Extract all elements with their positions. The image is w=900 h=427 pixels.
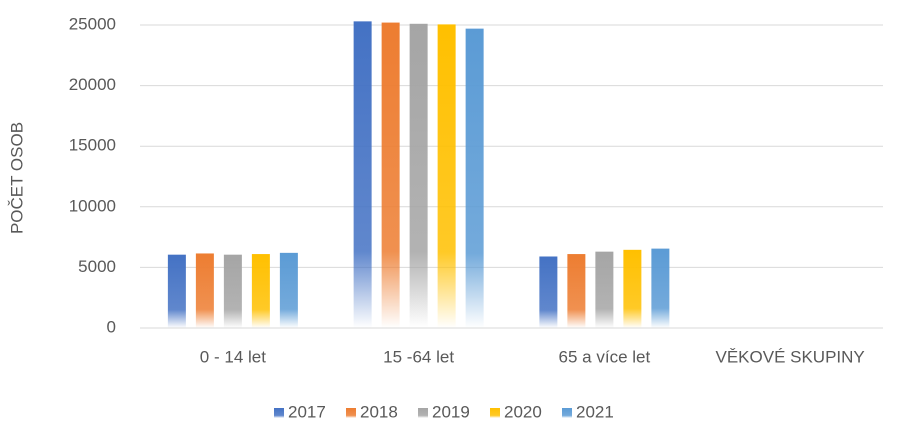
legend-label: 2017	[288, 402, 326, 421]
y-tick-label: 20000	[69, 75, 116, 94]
y-tick-label: 25000	[69, 14, 116, 33]
legend-label: 2019	[432, 402, 470, 421]
bar	[223, 254, 242, 328]
legend-label: 2021	[576, 402, 614, 421]
legend-swatch	[418, 408, 428, 418]
bar	[595, 251, 614, 328]
x-tick-label: 0 - 14 let	[200, 347, 266, 366]
legend-label: 2020	[504, 402, 542, 421]
y-tick-label: 0	[107, 317, 116, 336]
bar	[623, 249, 642, 328]
bar	[195, 253, 214, 328]
x-axis-label: VĚKOVÉ SKUPINY	[715, 347, 864, 366]
bar	[651, 248, 670, 328]
y-tick-label: 5000	[78, 257, 116, 276]
bar	[465, 28, 484, 329]
bar	[279, 252, 298, 328]
bar	[167, 254, 186, 328]
y-tick-label: 15000	[69, 136, 116, 155]
bar	[539, 256, 558, 328]
bar	[381, 22, 400, 329]
legend-swatch	[490, 408, 500, 418]
bar	[567, 254, 586, 328]
x-tick-label: 15 -64 let	[383, 347, 454, 366]
x-tick-label: 65 a více let	[559, 347, 651, 366]
y-axis-label: POČET OSOB	[7, 122, 26, 234]
bar	[437, 24, 456, 328]
bar	[353, 21, 372, 328]
y-tick-label: 10000	[69, 196, 116, 215]
legend-swatch	[274, 408, 284, 418]
legend-label: 2018	[360, 402, 398, 421]
bar	[409, 23, 428, 329]
bar	[251, 254, 270, 328]
legend-swatch	[346, 408, 356, 418]
legend-swatch	[562, 408, 572, 418]
